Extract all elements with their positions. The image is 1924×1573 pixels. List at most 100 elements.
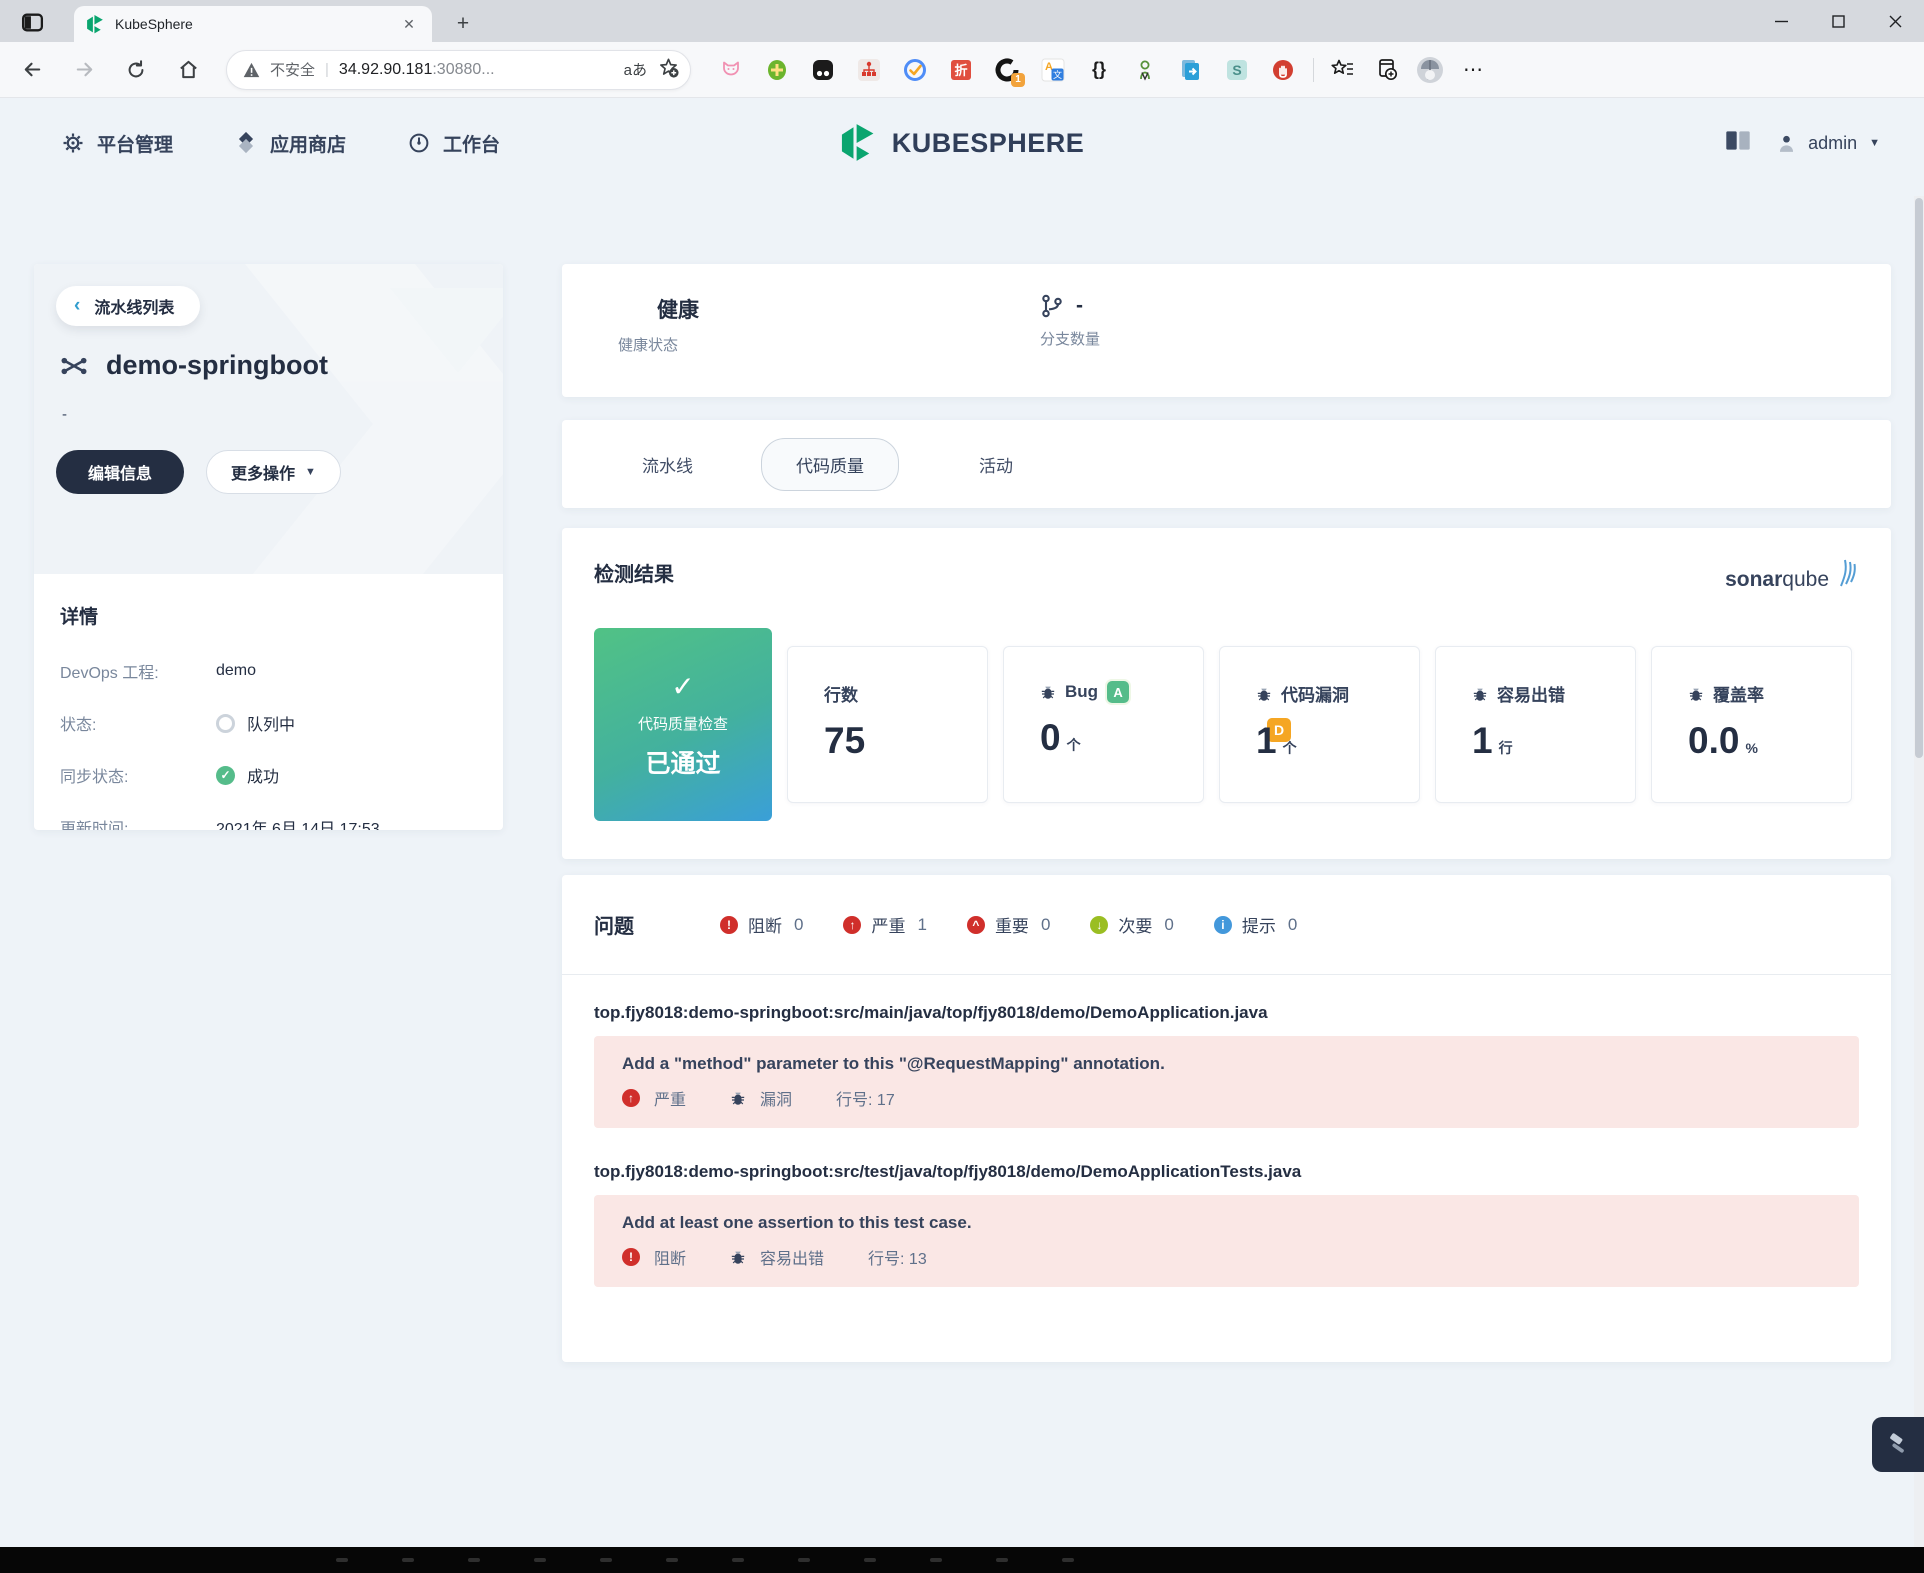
bug-icon [730,1090,746,1106]
tab-code-quality[interactable]: 代码质量 [761,437,899,491]
legend-blocker: ! 阻断 0 [720,912,803,937]
kubesphere-favicon [86,14,105,35]
metric-vulnerabilities-card: 代码漏洞 D 1 个 [1219,646,1420,803]
translate-page-icon[interactable]: aあ [623,62,647,79]
chevron-left-icon: ‹ [74,295,81,316]
tab-pipeline[interactable]: 流水线 [642,456,693,476]
ext-s-icon[interactable]: S [1223,56,1251,84]
bug-icon [1256,686,1272,702]
workbench-icon [408,132,430,154]
kubesphere-logo[interactable]: KUBESPHERE [840,122,1085,164]
forward-icon[interactable] [64,50,104,90]
branch-stat: - 分支数量 [1040,294,1101,348]
ext-braces-icon[interactable]: {} [1091,59,1106,79]
queued-status-icon [216,713,235,733]
edit-info-button[interactable]: 编辑信息 [56,450,185,494]
rating-a-badge: A [1107,681,1130,703]
user-menu[interactable]: admin ▼ [1777,133,1880,154]
toolbar-divider [1313,57,1314,82]
ext-cat-icon[interactable] [717,56,745,84]
chevron-down-icon: ▼ [1869,137,1880,149]
username: admin [1808,132,1858,153]
back-to-pipeline-list[interactable]: ‹ 流水线列表 [56,286,201,326]
detail-value: 2021年 6月 14日 17:53 [216,821,380,830]
app-top-nav: 平台管理 应用商店 工作台 KUBESPHERE admin ▼ [0,98,1924,188]
home-icon[interactable] [168,50,208,90]
major-icon: ^ [966,915,985,934]
ext-adblock-icon[interactable] [1269,56,1297,84]
page-scrollbar[interactable] [1914,196,1924,1573]
pipeline-icon [60,352,88,380]
favorite-star-icon[interactable] [657,56,680,84]
detail-label: 同步状态: [60,769,129,786]
url-text: 34.92.90.181:30880... [338,60,495,78]
detail-tabs: 流水线 代码质量 活动 [562,420,1891,508]
kubesphere-app: 平台管理 应用商店 工作台 KUBESPHERE admin ▼ [0,98,1924,1573]
svg-text:文: 文 [1053,69,1062,80]
minimize-button[interactable] [1753,0,1810,42]
docs-book-icon[interactable] [1725,130,1751,156]
svg-text:S: S [1232,62,1241,78]
issue-item[interactable]: Add at least one assertion to this test … [594,1195,1859,1287]
pipeline-name: demo-springboot [106,350,328,380]
quality-gate-pass-card: ✓ 代码质量检查 已通过 [594,628,772,821]
health-stat: 健康 健康状态 [618,294,699,355]
toolbox-fab-button[interactable] [1872,1417,1924,1472]
nav-app-store[interactable]: 应用商店 [235,130,346,157]
issues-card: 问题 ! 阻断 0 ↑ 严重 1 ^ 重要 0 ↓ 次要 0 [562,875,1891,1362]
tab-close-icon[interactable]: ✕ [403,15,415,32]
line-number: 行号: 13 [868,1251,927,1268]
ext-ticktick-icon[interactable] [901,56,929,84]
pipeline-sidebar: ‹ 流水线列表 demo-springboot - 编辑信息 更多操作 ▼ 详情… [34,264,503,830]
scan-results-card: 检测结果 sonarqube ✓ 代码质量检查 已通过 行数 75 [562,528,1891,859]
collections-icon[interactable] [1372,56,1400,84]
health-stat-label: 健康状态 [618,337,679,354]
close-button[interactable] [1867,0,1924,42]
detail-label: DevOps 工程: [60,665,159,682]
severity-legend: ! 阻断 0 ↑ 严重 1 ^ 重要 0 ↓ 次要 0 i 提示 0 [720,912,1297,937]
tab-actions-icon[interactable] [18,8,46,36]
maximize-button[interactable] [1810,0,1867,42]
kubesphere-logo-text: KUBESPHERE [891,127,1085,158]
more-actions-button[interactable]: 更多操作 ▼ [206,450,341,494]
detail-label: 更新时间: [60,821,129,830]
settings-more-icon[interactable]: ⋯ [1463,59,1485,81]
health-heart-icon [618,297,645,322]
watermark-chevron [245,264,503,574]
check-icon: ✓ [671,670,695,702]
favorites-bar-icon[interactable] [1328,56,1356,84]
profile-avatar[interactable] [1416,56,1444,84]
tab-activity[interactable]: 活动 [979,456,1013,476]
chevron-down-icon: ▼ [305,466,316,478]
ext-sitemap-icon[interactable] [855,56,883,84]
nav-platform-management[interactable]: 平台管理 [62,130,173,157]
nav-workbench[interactable]: 工作台 [408,130,500,157]
ext-doc-share-icon[interactable] [1177,56,1205,84]
legend-major: ^ 重要 0 [966,912,1050,937]
bug-icon [1472,686,1488,702]
gear-icon [62,132,84,154]
ext-zhe-coupon-icon[interactable]: 折 [947,56,975,84]
refresh-icon[interactable] [116,50,156,90]
browser-tab[interactable]: KubeSphere ✕ [74,6,432,42]
critical-icon: ↑ [622,1089,640,1107]
detail-value: demo [216,662,257,679]
back-icon[interactable] [12,50,52,90]
ext-green-plus-icon[interactable] [763,56,791,84]
address-bar[interactable]: 不安全 | 34.92.90.181:30880... aあ [226,49,691,90]
detail-label: 状态: [60,717,97,734]
new-tab-button[interactable]: + [456,12,470,35]
ext-c-reader-icon[interactable]: 1 [993,56,1025,87]
results-heading: 检测结果 [594,564,674,586]
blocker-icon: ! [622,1248,640,1266]
ext-dark-reader-icon[interactable] [809,56,837,84]
minor-icon: ↓ [1090,915,1109,934]
sonarqube-logo: sonarqube [1725,558,1859,592]
legend-info: i 提示 0 [1213,912,1297,937]
issue-item[interactable]: Add a "method" parameter to this "@Reque… [594,1036,1859,1128]
ext-figure-icon[interactable] [1131,56,1159,84]
scrollbar-thumb[interactable] [1915,198,1923,758]
success-check-icon: ✓ [216,765,235,785]
